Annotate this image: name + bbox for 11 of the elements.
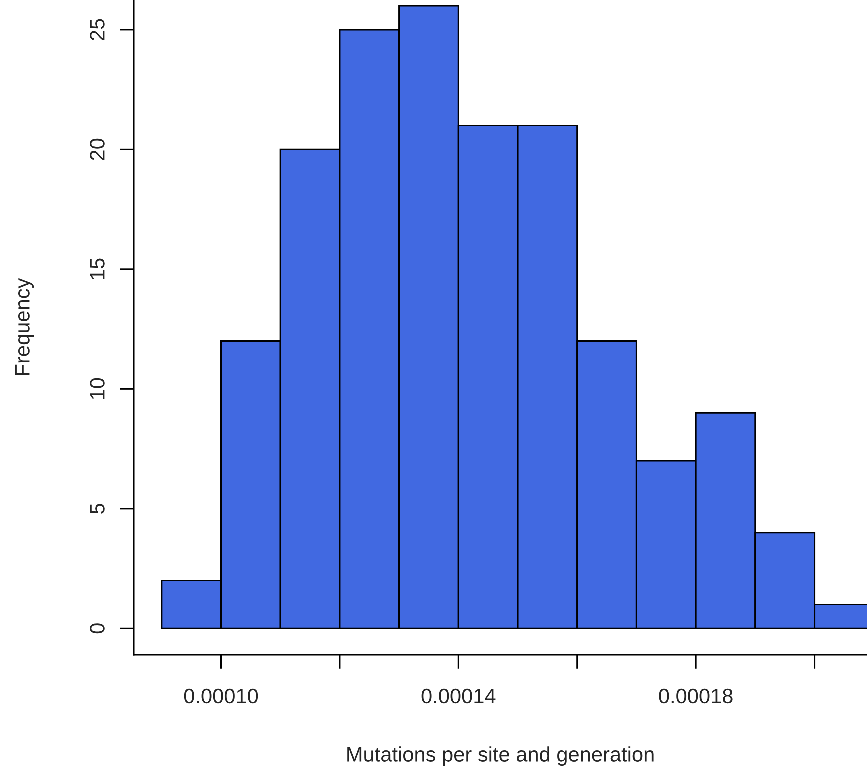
x-tick-label: 0.00014 xyxy=(422,688,496,704)
y-tick-label: 10 xyxy=(90,378,105,400)
y-tick-label: 25 xyxy=(90,19,105,40)
x-axis-title: Mutations per site and generation xyxy=(348,746,654,766)
y-tick-label: 5 xyxy=(90,504,105,514)
x-tick-label: 0.00010 xyxy=(184,688,258,704)
y-tick-label: 0 xyxy=(90,624,105,634)
y-axis-title: Frequency xyxy=(15,278,34,375)
y-tick-label: 15 xyxy=(90,258,105,280)
x-tick-label: 0.00018 xyxy=(659,688,733,704)
y-tick-label: 20 xyxy=(90,138,105,160)
